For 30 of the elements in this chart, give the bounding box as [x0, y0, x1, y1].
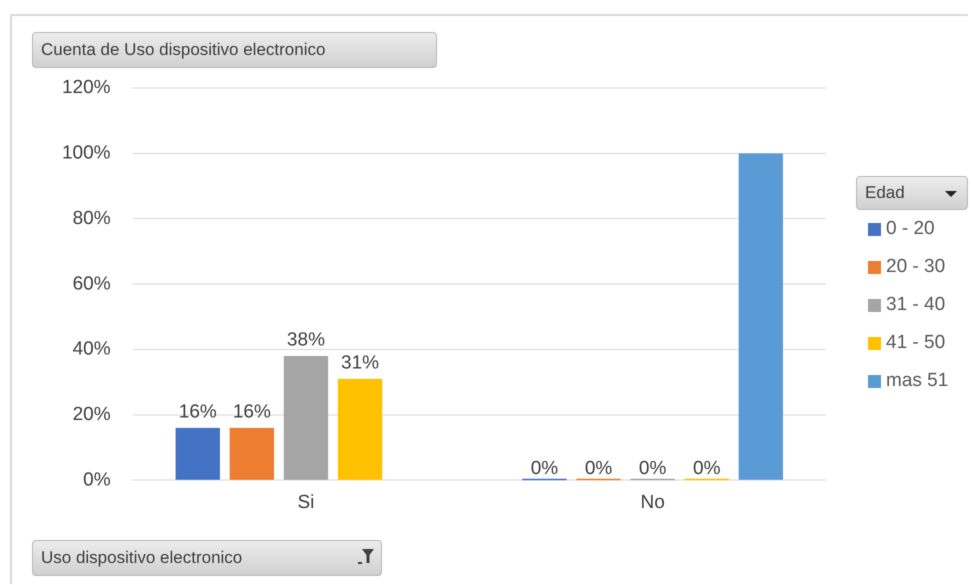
y-tick-label: 120% [62, 77, 111, 98]
data-label: 0% [530, 458, 558, 479]
data-label: 0% [638, 458, 666, 479]
legend-label: 0 - 20 [886, 218, 935, 240]
bar [176, 428, 220, 480]
data-label: 38% [286, 330, 326, 351]
chart-title: Cuenta de Uso dispositivo electronico [32, 32, 437, 68]
legend-title: Edad [865, 183, 905, 203]
data-label: 16% [178, 402, 217, 423]
y-tick-label: 100% [62, 142, 111, 164]
data-label: 0% [693, 458, 721, 479]
y-tick-label: 60% [72, 273, 111, 294]
y-tick-label: 40% [72, 338, 111, 360]
bar [738, 153, 783, 480]
y-tick-label: 0% [83, 469, 111, 490]
bar [338, 378, 382, 480]
data-label: 31% [341, 352, 380, 374]
legend-label: 31 - 40 [886, 294, 946, 316]
bar [284, 356, 328, 480]
x-tick-label: No [640, 492, 665, 513]
bar [230, 428, 274, 480]
legend-label: 20 - 30 [886, 256, 946, 278]
data-label: 0% [584, 458, 612, 479]
y-tick-label: 20% [72, 404, 111, 426]
legend-label: mas 51 [886, 370, 948, 392]
y-tick-label: 80% [72, 208, 111, 229]
x-axis-title: Uso dispositivo electronico [41, 548, 242, 568]
legend-label: 41 - 50 [886, 332, 946, 354]
data-label: 16% [232, 402, 271, 423]
x-tick-label: Si [297, 492, 314, 513]
